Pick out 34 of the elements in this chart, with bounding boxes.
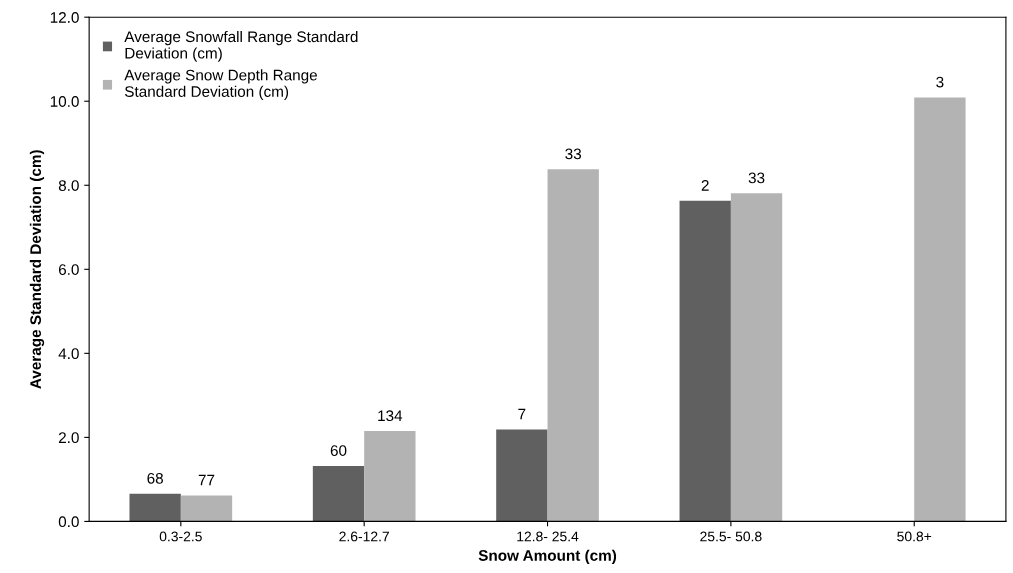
bar xyxy=(312,465,365,522)
x-tick-label: 50.8+ xyxy=(897,531,932,542)
bar xyxy=(914,97,966,522)
y-tick-label: 8.0 xyxy=(58,180,79,191)
x-tick-label: 12.8- 25.4 xyxy=(517,531,579,542)
bar xyxy=(129,493,181,522)
annotation: 60 xyxy=(330,445,347,456)
annotation: 77 xyxy=(198,474,215,486)
x-tick-label: 2.6-12.7 xyxy=(339,531,389,542)
annotation: 33 xyxy=(748,172,765,184)
annotation: 3 xyxy=(936,76,944,88)
x-tick-label: 25.5- 50.8 xyxy=(700,531,762,542)
bar xyxy=(180,495,233,522)
y-tick-label: 12.0 xyxy=(50,12,79,23)
y-tick-label: 4.0 xyxy=(58,348,79,360)
bar xyxy=(496,429,548,522)
annotation: 33 xyxy=(565,148,582,160)
annotation: 2 xyxy=(701,180,709,191)
annotation: 68 xyxy=(147,472,163,484)
legend-label: Average Snowfall Range Standard Deviation (cm) xyxy=(124,30,358,62)
y-tick-label: 2.0 xyxy=(58,432,79,444)
annotation: 7 xyxy=(518,408,526,420)
x-axis-title: Snow Amount (cm) xyxy=(478,549,617,564)
bar xyxy=(364,431,416,522)
y-tick-label: 6.0 xyxy=(58,264,79,275)
y-tick-label: 10.0 xyxy=(50,96,79,107)
y-tick-label: 0.0 xyxy=(58,516,79,528)
bar xyxy=(730,193,783,522)
annotation: 134 xyxy=(378,410,403,422)
bar xyxy=(679,200,731,522)
x-tick-label: 0.3-2.5 xyxy=(159,531,202,542)
bar xyxy=(547,169,599,522)
legend-label: Average Snow Depth Range Standard Deviation (cm) xyxy=(124,69,317,100)
y-axis-title: Average Standard Deviation (cm) xyxy=(29,150,45,389)
